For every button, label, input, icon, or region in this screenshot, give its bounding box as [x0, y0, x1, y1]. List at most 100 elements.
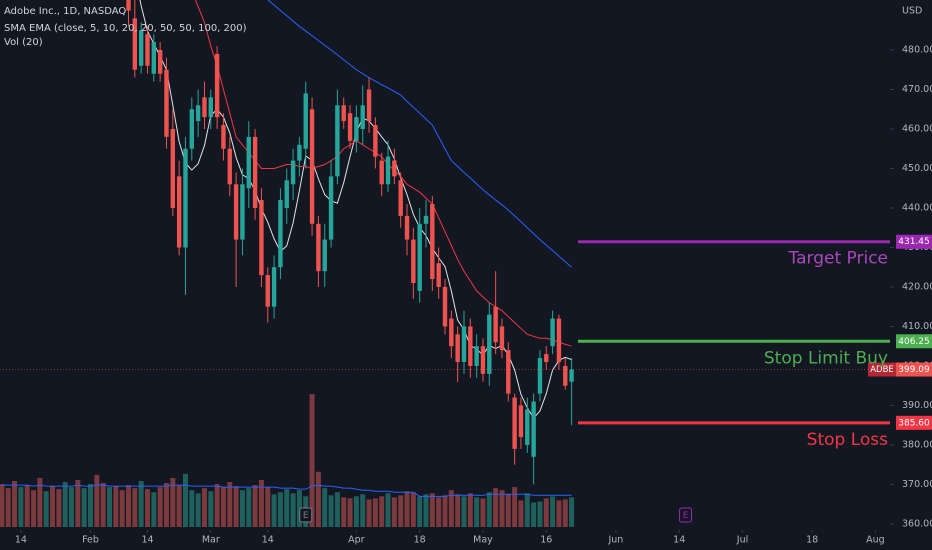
volume-bar — [170, 477, 176, 527]
volume-bar — [119, 490, 125, 527]
event-label: E — [683, 511, 689, 521]
volume-bar — [163, 483, 169, 527]
volume-bar — [227, 482, 233, 527]
volume-ma-line — [1, 484, 572, 497]
candle-body — [512, 397, 517, 449]
candle-body — [417, 223, 422, 291]
volume-bar — [100, 483, 106, 527]
candle-body — [480, 346, 486, 374]
volume-bar — [107, 487, 113, 527]
volume-bar — [62, 482, 68, 527]
level-label: Target Price — [788, 249, 888, 269]
candle-body — [195, 105, 201, 122]
volume-bar — [410, 492, 416, 527]
y-tick-label: 420.00 — [902, 281, 932, 292]
candle-body — [468, 326, 473, 366]
volume-bar — [252, 485, 258, 527]
volume-bar — [81, 488, 87, 527]
volume-bar — [372, 498, 378, 527]
candle-body — [544, 354, 549, 363]
y-tick-label: 460.00 — [902, 123, 932, 134]
volume-bar — [56, 489, 62, 527]
candle-body — [366, 89, 372, 122]
candle-body — [373, 125, 378, 157]
volume-bar — [550, 496, 556, 527]
volume-bar — [518, 500, 524, 527]
volume-bar — [296, 490, 302, 527]
volume-bar — [290, 493, 296, 527]
candle-body — [569, 369, 574, 382]
volume-bar — [214, 484, 220, 527]
candle-body — [563, 365, 568, 386]
volume-bar — [341, 497, 347, 527]
candle-body — [259, 200, 264, 276]
volume-bar — [455, 494, 461, 527]
candle-body — [265, 275, 270, 307]
candle-body — [221, 125, 226, 149]
volume-bar — [322, 488, 328, 527]
candle-body — [379, 160, 384, 185]
volume-bar — [461, 496, 467, 527]
candle-body — [442, 286, 448, 327]
volume-bar — [233, 486, 239, 527]
candle-body — [309, 109, 315, 224]
candle-body — [493, 306, 498, 343]
volume-bar — [493, 488, 499, 527]
volume-bar — [417, 496, 423, 527]
candle-body — [398, 180, 403, 216]
volume-bar — [379, 496, 385, 527]
candle-body — [392, 160, 397, 177]
volume-bar — [398, 495, 404, 527]
volume-bar — [524, 493, 530, 527]
level-price-label: 431.45 — [898, 237, 930, 247]
candle-body — [183, 148, 188, 248]
volume-bar — [360, 494, 366, 527]
x-tick-label: 14 — [673, 535, 685, 546]
x-tick-label: 14 — [262, 535, 274, 546]
volume-bar — [239, 490, 245, 527]
volume-bar — [486, 492, 492, 527]
volume-bar — [94, 474, 100, 527]
volume-bar — [562, 499, 568, 527]
volume-bar — [309, 394, 315, 527]
y-tick-label: 380.00 — [902, 439, 932, 450]
volume-bar — [88, 484, 94, 527]
candle-body — [290, 160, 296, 185]
volume-bar — [195, 493, 201, 527]
volume-bar — [474, 497, 480, 527]
volume-bar — [512, 487, 518, 527]
volume-bar — [246, 488, 252, 527]
volume-bar — [50, 486, 56, 527]
candle-body — [252, 136, 258, 208]
y-tick-label: 470.00 — [902, 84, 932, 95]
candle-body — [151, 42, 157, 74]
volume-bar — [442, 495, 448, 527]
y-tick-label: 410.00 — [902, 321, 932, 332]
candle-body — [499, 326, 505, 351]
volume-bar — [182, 473, 188, 527]
volume-bar — [334, 492, 340, 527]
volume-bar — [556, 500, 562, 527]
chart-title: Adobe Inc., 1D, NASDAQ — [4, 6, 126, 17]
volume-bar — [353, 496, 359, 527]
event-label: E — [303, 511, 309, 521]
volume-bar — [18, 487, 24, 527]
moving-average-line — [267, 0, 572, 268]
volume-bar — [144, 489, 150, 527]
candle-body — [518, 405, 524, 438]
last-price-tag — [896, 362, 932, 377]
volume-bar — [113, 486, 119, 527]
x-tick-label: Feb — [82, 535, 99, 546]
volume-bar — [37, 477, 43, 527]
x-tick-label: May — [473, 535, 493, 546]
volume-bar — [531, 502, 537, 527]
candle-body — [164, 69, 169, 137]
level-price-label: 406.25 — [898, 337, 930, 347]
candle-body — [303, 93, 308, 149]
candle-body — [474, 346, 479, 366]
candle-body — [271, 267, 277, 307]
volume-bar — [176, 485, 182, 527]
volume-bar — [208, 491, 214, 527]
x-tick-label: Aug — [866, 535, 885, 546]
candle-body — [157, 50, 163, 74]
